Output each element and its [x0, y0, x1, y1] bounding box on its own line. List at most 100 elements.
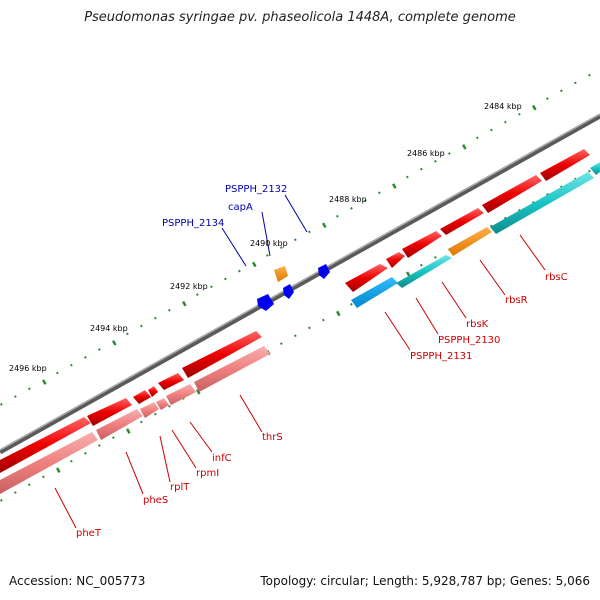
gene-labels: rbsC rbsR rbsK PSPPH_2130 PSPPH_2131 thr… [76, 272, 568, 539]
minor-tick [434, 255, 437, 259]
major-tick [126, 428, 131, 434]
scale-label: 2496 kbp [9, 364, 47, 373]
gene-arrow [448, 227, 492, 256]
leader-pheT [54, 487, 77, 529]
minor-tick [126, 332, 129, 336]
gene-label-rbsC: rbsC [545, 272, 568, 283]
major-tick [392, 183, 397, 189]
gene-arrow [133, 390, 151, 404]
gene-arrow [0, 432, 98, 494]
minor-tick [587, 169, 591, 173]
minor-tick [84, 451, 87, 455]
blue-feature [318, 264, 330, 279]
gene-label-rpmI: rpmI [196, 468, 219, 479]
gene-arrow [182, 331, 262, 378]
forward-genes-right [345, 149, 590, 292]
gene-arrow [140, 402, 159, 418]
leader-lines [54, 194, 546, 529]
major-tick [42, 379, 47, 385]
major-tick [532, 104, 537, 111]
topology-text: Topology: circular; Length: 5,928,787 bp… [260, 574, 590, 588]
minor-tick [504, 120, 507, 124]
leader-rbsK [441, 281, 467, 319]
gene-arrow [0, 417, 91, 473]
leader-thrS [239, 394, 263, 433]
leader-infC [189, 421, 213, 453]
minor-tick [140, 420, 143, 424]
gene-arrow [158, 373, 184, 390]
major-tick [322, 222, 327, 229]
minor-tick [350, 303, 353, 306]
major-tick [111, 340, 117, 346]
minor-tick [0, 403, 3, 406]
gene-label-PSPPH_2134: PSPPH_2134 [162, 218, 224, 229]
leader-PSPPH_2132 [284, 194, 308, 233]
scale-label: 2490 kbp [250, 239, 288, 248]
minor-tick [587, 73, 591, 77]
genome-title: Pseudomonas syringae pv. phaseolicola 14… [84, 10, 516, 25]
gene-arrow [194, 346, 270, 392]
minor-tick [336, 214, 339, 218]
minor-tick [154, 316, 157, 320]
major-tick [56, 467, 61, 474]
minor-tick [476, 136, 479, 140]
gene-arrow [96, 409, 143, 440]
minor-tick [28, 483, 31, 487]
gene-label-thrS: thrS [262, 432, 283, 443]
leader-PSPPH_2131 [384, 311, 411, 351]
minor-tick [559, 89, 563, 93]
minor-tick [308, 230, 311, 234]
accession-text: Accession: NC_005773 [9, 574, 146, 588]
minor-tick [378, 191, 381, 195]
gene-arrow [148, 386, 158, 397]
minor-tick [98, 444, 101, 447]
minor-tick [210, 285, 213, 289]
scale-label: 2488 kbp [329, 195, 367, 204]
minor-tick [14, 491, 17, 494]
minor-tick [420, 263, 423, 267]
minor-tick [364, 199, 367, 202]
gene-label-rbsK: rbsK [466, 319, 489, 330]
small-features [257, 264, 330, 311]
gene-label-PSPPH_2131: PSPPH_2131 [410, 351, 472, 362]
forward-genes-left [0, 331, 262, 473]
minor-tick [420, 167, 423, 171]
gene-arrow [482, 175, 542, 213]
gene-label-capA: capA [228, 202, 253, 213]
minor-tick [70, 459, 73, 463]
gene-arrow [490, 172, 594, 234]
leader-rbsC [519, 234, 546, 271]
minor-tick [238, 269, 241, 273]
blue-gene-labels: PSPPH_2132 capA PSPPH_2134 [162, 184, 287, 229]
minor-tick [42, 475, 45, 479]
major-tick [336, 310, 341, 317]
gene-arrow [396, 255, 452, 288]
gene-arrow [166, 384, 196, 405]
minor-tick [196, 293, 199, 296]
capA-gene [274, 266, 288, 282]
minor-tick [84, 355, 87, 359]
major-tick [462, 144, 467, 150]
minor-tick [140, 324, 143, 328]
scale-label: 2486 kbp [407, 149, 445, 158]
minor-tick [168, 404, 171, 408]
leader-rbsR [479, 259, 506, 296]
blue-feature [257, 294, 274, 311]
minor-tick [280, 246, 283, 249]
scale-labels: 2484 kbp 2486 kbp 2488 kbp 2490 kbp 2492… [9, 102, 522, 373]
gene-arrow [351, 277, 398, 308]
blue-feature [283, 284, 294, 299]
minor-tick [406, 175, 409, 179]
minor-tick [154, 412, 157, 416]
minor-tick [0, 499, 3, 502]
scale-label: 2492 kbp [170, 282, 208, 291]
minor-tick [266, 254, 269, 257]
minor-tick [490, 128, 493, 132]
gene-label-infC: infC [212, 453, 232, 464]
gene-arrow [590, 162, 600, 175]
scale-label: 2494 kbp [90, 324, 128, 333]
gene-label-pheT: pheT [76, 528, 102, 539]
minor-tick [224, 277, 227, 281]
minor-tick [112, 436, 115, 440]
